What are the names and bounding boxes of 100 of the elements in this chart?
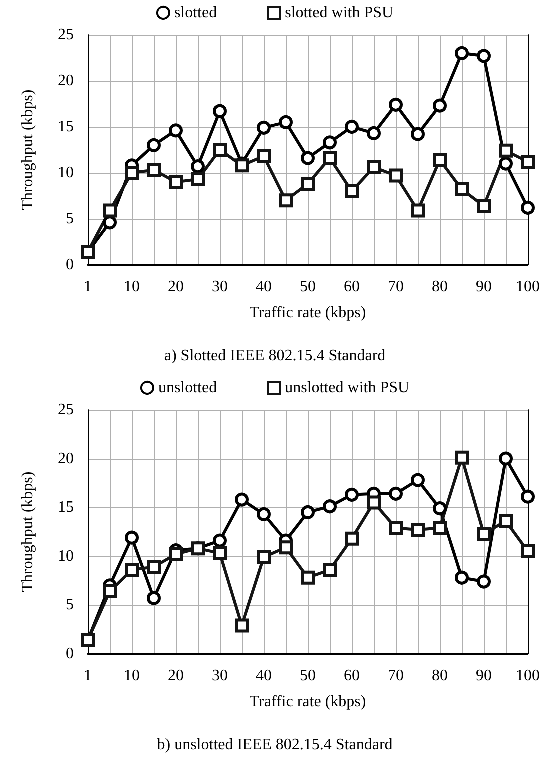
point — [103, 584, 117, 599]
point — [213, 534, 227, 548]
point — [125, 563, 139, 578]
point — [411, 523, 425, 538]
point — [169, 175, 183, 190]
point — [301, 570, 315, 585]
point — [235, 492, 249, 507]
point — [345, 184, 359, 198]
x-tick-label: 40 — [256, 278, 272, 296]
point — [279, 194, 293, 208]
point — [125, 530, 139, 545]
point — [301, 177, 315, 192]
point — [521, 154, 535, 169]
point — [257, 550, 271, 564]
point — [389, 486, 403, 501]
y-tick-label: 20 — [58, 450, 74, 468]
y-tick-label: 25 — [58, 402, 74, 418]
text: b) unslotted IEEE 802.15.4 Standard — [157, 736, 393, 754]
point — [103, 204, 117, 218]
x-axis-title: Traffic rate (kbps) — [250, 694, 366, 710]
point — [367, 496, 381, 510]
x-tick-label: 80 — [432, 668, 448, 684]
point — [301, 151, 315, 166]
point — [279, 540, 293, 555]
x-tick-label: 100 — [516, 668, 540, 684]
point — [367, 160, 381, 174]
point — [191, 172, 205, 186]
legend-label: unslotted — [158, 380, 218, 396]
y-axis-title: Throughput (kbps) — [20, 472, 36, 592]
point — [257, 120, 271, 135]
point — [477, 49, 491, 64]
point — [345, 532, 359, 546]
point — [455, 570, 469, 585]
point — [477, 526, 491, 541]
x-tick-label: 90 — [476, 278, 492, 296]
legend-label: slotted — [174, 4, 218, 22]
point — [257, 507, 271, 522]
point — [477, 199, 491, 214]
y-tick-label: 5 — [66, 596, 74, 614]
point — [389, 98, 403, 112]
x-axis-title: Traffic rate (kbps) — [250, 304, 366, 322]
x-tick-label: 30 — [212, 278, 228, 296]
x-tick-label: 40 — [256, 668, 272, 684]
x-tick-label: 100 — [516, 278, 540, 296]
x-tick-label: 80 — [432, 278, 448, 296]
point — [279, 115, 293, 130]
point — [345, 488, 359, 502]
x-tick-label: 70 — [388, 278, 404, 296]
point — [147, 560, 161, 574]
legend-label: unslotted with PSU — [285, 380, 410, 396]
point — [521, 490, 535, 504]
point — [521, 544, 535, 559]
point — [499, 514, 513, 528]
point — [213, 143, 227, 157]
point — [433, 502, 447, 516]
point — [147, 138, 161, 152]
point — [323, 500, 337, 514]
legend-label: slotted with PSU — [285, 4, 394, 22]
point — [411, 204, 425, 218]
x-tick-label: 60 — [344, 668, 360, 684]
point — [213, 104, 227, 118]
point — [345, 120, 359, 134]
point — [323, 136, 337, 150]
x-tick-label: 30 — [212, 668, 228, 684]
y-tick-label: 20 — [58, 72, 74, 90]
point — [521, 200, 535, 215]
point — [323, 151, 337, 166]
y-tick-label: 10 — [58, 164, 74, 182]
y-tick-label: 0 — [66, 256, 74, 274]
point — [499, 156, 513, 171]
y-tick-label: 25 — [58, 26, 74, 44]
point — [323, 563, 337, 578]
point — [455, 450, 469, 465]
x-tick-label: 50 — [300, 278, 316, 296]
point — [433, 153, 447, 168]
point — [301, 505, 315, 520]
y-axis-title: Throughput (kbps) — [20, 90, 36, 210]
point — [477, 574, 491, 589]
x-tick-label: 60 — [344, 278, 360, 296]
y-tick-label: 10 — [58, 548, 74, 565]
point — [103, 216, 117, 230]
x-tick-label: 70 — [388, 668, 404, 684]
point — [169, 124, 183, 138]
x-tick-label: 50 — [300, 668, 316, 684]
x-tick-label: 10 — [124, 668, 140, 684]
x-tick-label: 20 — [168, 278, 184, 296]
point — [411, 473, 425, 488]
y-tick-label: 0 — [66, 646, 74, 662]
point — [389, 168, 403, 183]
point — [125, 166, 139, 180]
point — [147, 591, 161, 606]
x-tick-label: 90 — [476, 668, 492, 684]
point — [257, 149, 271, 164]
point — [191, 160, 205, 174]
x-tick-label: 1 — [84, 668, 92, 684]
point — [169, 547, 183, 562]
point — [235, 618, 249, 633]
x-tick-label: 10 — [124, 278, 140, 296]
point — [389, 521, 403, 536]
point — [455, 182, 469, 197]
